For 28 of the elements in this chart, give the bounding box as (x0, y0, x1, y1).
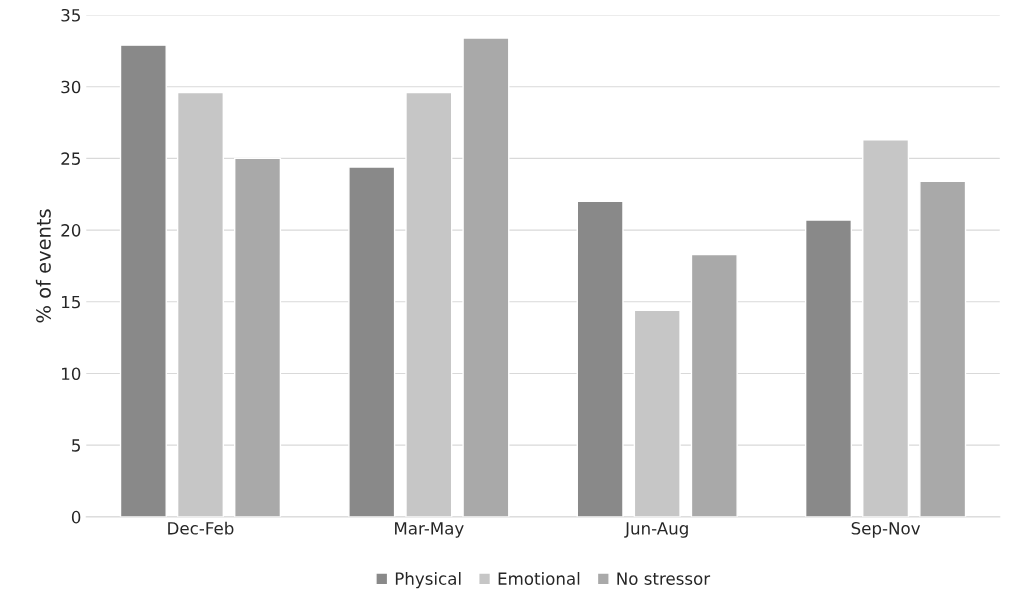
y-tick-label: 10 (62, 367, 81, 381)
bar (862, 139, 910, 517)
bar (119, 44, 167, 517)
bar (633, 309, 681, 517)
y-tick-label: 30 (61, 80, 81, 94)
bar (919, 180, 967, 517)
bar (576, 200, 624, 517)
bar (176, 91, 224, 517)
legend-label: Physical (395, 572, 461, 589)
bar (462, 37, 510, 517)
y-tick-label: 20 (61, 224, 81, 237)
bar (405, 91, 453, 517)
bar (804, 219, 853, 517)
y-tick-label: 5 (72, 439, 80, 452)
y-tick-label: 0 (71, 510, 81, 524)
x-tick-label: Jun-Aug (624, 522, 688, 538)
legend-label: No stressor (617, 572, 711, 585)
x-tick-label: Dec-Feb (168, 521, 234, 535)
y-tick-label: 15 (62, 295, 80, 309)
x-tick-label: Mar-May (395, 522, 464, 538)
y-tick-label: 35 (61, 8, 80, 22)
y-axis-title: % of events (35, 209, 51, 323)
x-tick-label: Sep-Nov (851, 522, 921, 538)
bar (690, 253, 738, 517)
bar (348, 166, 396, 517)
y-tick-label: 25 (61, 152, 80, 165)
legend-label: Emotional (498, 572, 580, 585)
bar (234, 157, 282, 517)
